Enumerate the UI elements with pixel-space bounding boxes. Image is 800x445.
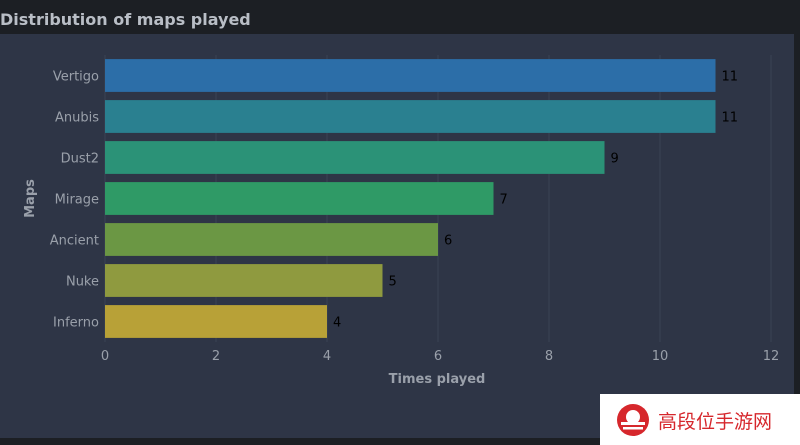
- title-bar: Distribution of maps played: [0, 0, 800, 34]
- y-axis-title: Maps: [23, 179, 38, 218]
- watermark-text: 高段位手游网: [658, 411, 773, 433]
- x-tick-label: 4: [323, 349, 331, 364]
- data-label: 9: [611, 152, 619, 167]
- x-tick-label: 2: [212, 349, 220, 364]
- bar-ancient[interactable]: [105, 223, 438, 256]
- bars: [105, 59, 716, 338]
- category-labels: Vertigo Anubis Dust2 Mirage Ancient Nuke Infer…: [50, 70, 99, 331]
- category-label: Vertigo: [53, 70, 99, 85]
- x-tick-label: 6: [434, 349, 442, 364]
- watermark: 高段位手游网: [600, 394, 800, 445]
- data-label: 11: [722, 70, 739, 85]
- data-label: 4: [333, 316, 341, 331]
- data-labels: 11 11 9 7 6 5 4: [333, 70, 738, 331]
- data-label: 7: [500, 193, 508, 208]
- x-tick-label: 8: [545, 349, 553, 364]
- category-label: Dust2: [61, 152, 99, 167]
- bar-nuke[interactable]: [105, 264, 383, 297]
- category-label: Nuke: [66, 275, 99, 290]
- chart-title: Distribution of maps played: [0, 10, 251, 29]
- x-tick-labels: 0 2 4 6 8 10 12: [101, 349, 779, 364]
- bar-mirage[interactable]: [105, 182, 494, 215]
- bar-inferno[interactable]: [105, 305, 327, 338]
- x-tick-label: 12: [763, 349, 780, 364]
- bar-dust2[interactable]: [105, 141, 605, 174]
- category-label: Inferno: [53, 316, 99, 331]
- x-tick-label: 0: [101, 349, 109, 364]
- bar-anubis[interactable]: [105, 100, 716, 133]
- data-label: 11: [722, 111, 739, 126]
- data-label: 6: [444, 234, 452, 249]
- data-label: 5: [389, 275, 397, 290]
- bar-vertigo[interactable]: [105, 59, 716, 92]
- category-label: Anubis: [55, 111, 99, 126]
- category-label: Ancient: [50, 234, 99, 249]
- watermark-logo-icon: [617, 404, 649, 436]
- bottom-strip: [0, 438, 800, 445]
- x-tick-label: 10: [652, 349, 669, 364]
- category-label: Mirage: [55, 193, 99, 208]
- x-axis-title: Times played: [389, 372, 486, 387]
